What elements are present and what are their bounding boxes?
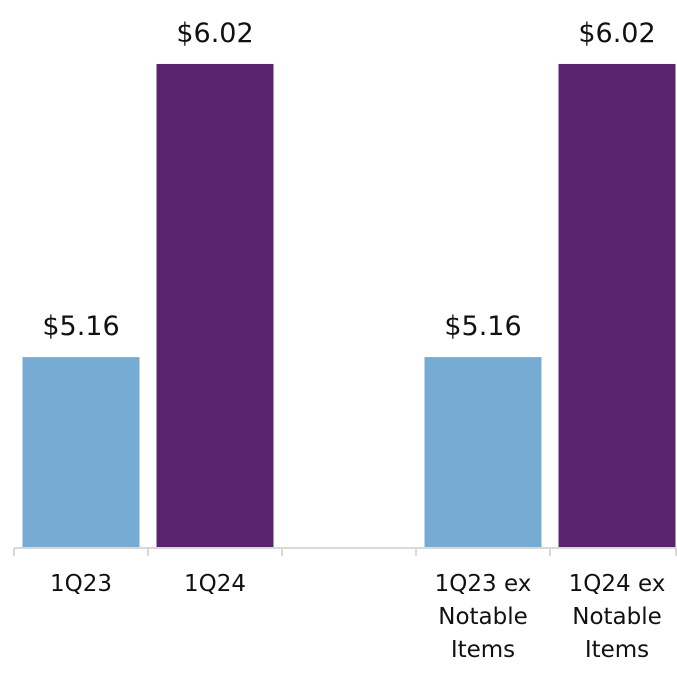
bar xyxy=(424,357,542,548)
value-label: $6.02 xyxy=(176,18,253,49)
value-label: $6.02 xyxy=(578,18,655,49)
x-tick-label: 1Q23 xyxy=(49,571,112,597)
x-tick-label: 1Q24 ex Notable Items xyxy=(568,571,666,663)
x-tick-label: 1Q23 ex Notable Items xyxy=(434,571,532,663)
bar xyxy=(558,63,676,549)
x-tick-label: 1Q24 xyxy=(183,571,246,597)
bar xyxy=(156,63,274,549)
bar xyxy=(22,357,140,548)
value-label: $5.16 xyxy=(444,311,521,342)
value-label: $5.16 xyxy=(42,311,119,342)
